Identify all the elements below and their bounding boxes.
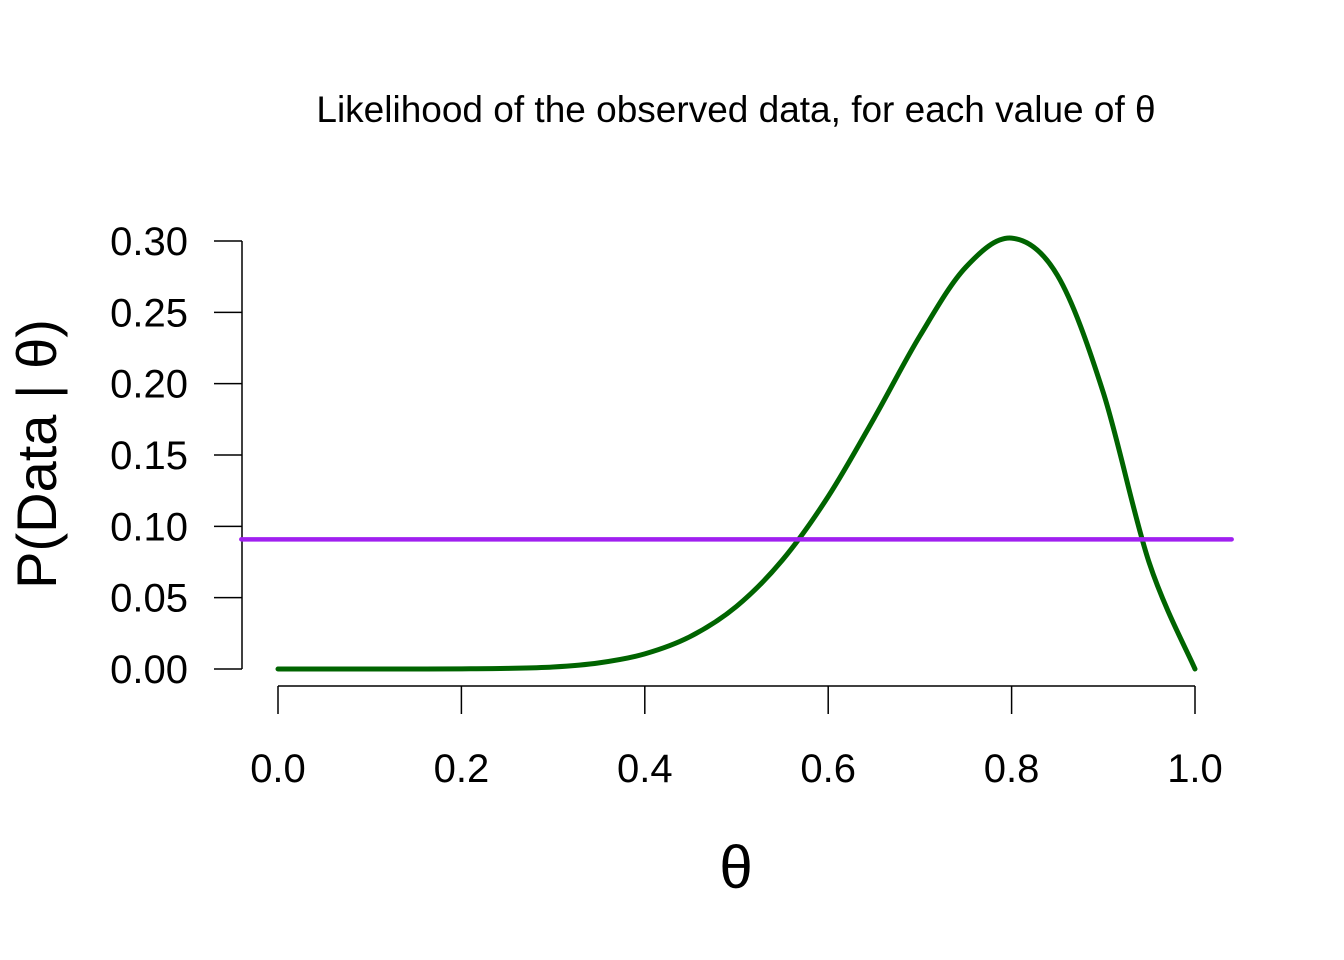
y-tick-label: 0.20	[110, 363, 188, 407]
likelihood-curve	[275, 235, 1198, 672]
plot-area	[239, 235, 1234, 672]
y-tick-label: 0.10	[110, 505, 188, 549]
y-axis-label: P(Data | θ)	[5, 319, 68, 589]
x-tick-label: 0.2	[434, 747, 490, 791]
x-axis: 0.0 0.2 0.4 0.6 0.8 1.0	[250, 685, 1223, 791]
y-tick-label: 0.05	[110, 577, 188, 621]
y-axis: 0.00 0.05 0.10 0.15 0.20 0.25 0.30	[110, 220, 243, 692]
x-tick-label: 0.8	[984, 747, 1040, 791]
x-tick-label: 0.6	[800, 747, 856, 791]
x-tick-label: 1.0	[1167, 747, 1223, 791]
x-tick-label: 0.4	[617, 747, 673, 791]
y-tick-label: 0.00	[110, 648, 188, 692]
chart-title: Likelihood of the observed data, for eac…	[316, 89, 1155, 130]
y-tick-label: 0.30	[110, 220, 188, 264]
x-tick-label: 0.0	[250, 747, 306, 791]
x-axis-label: θ	[719, 834, 752, 901]
y-tick-label: 0.15	[110, 434, 188, 478]
y-tick-label: 0.25	[110, 291, 188, 335]
